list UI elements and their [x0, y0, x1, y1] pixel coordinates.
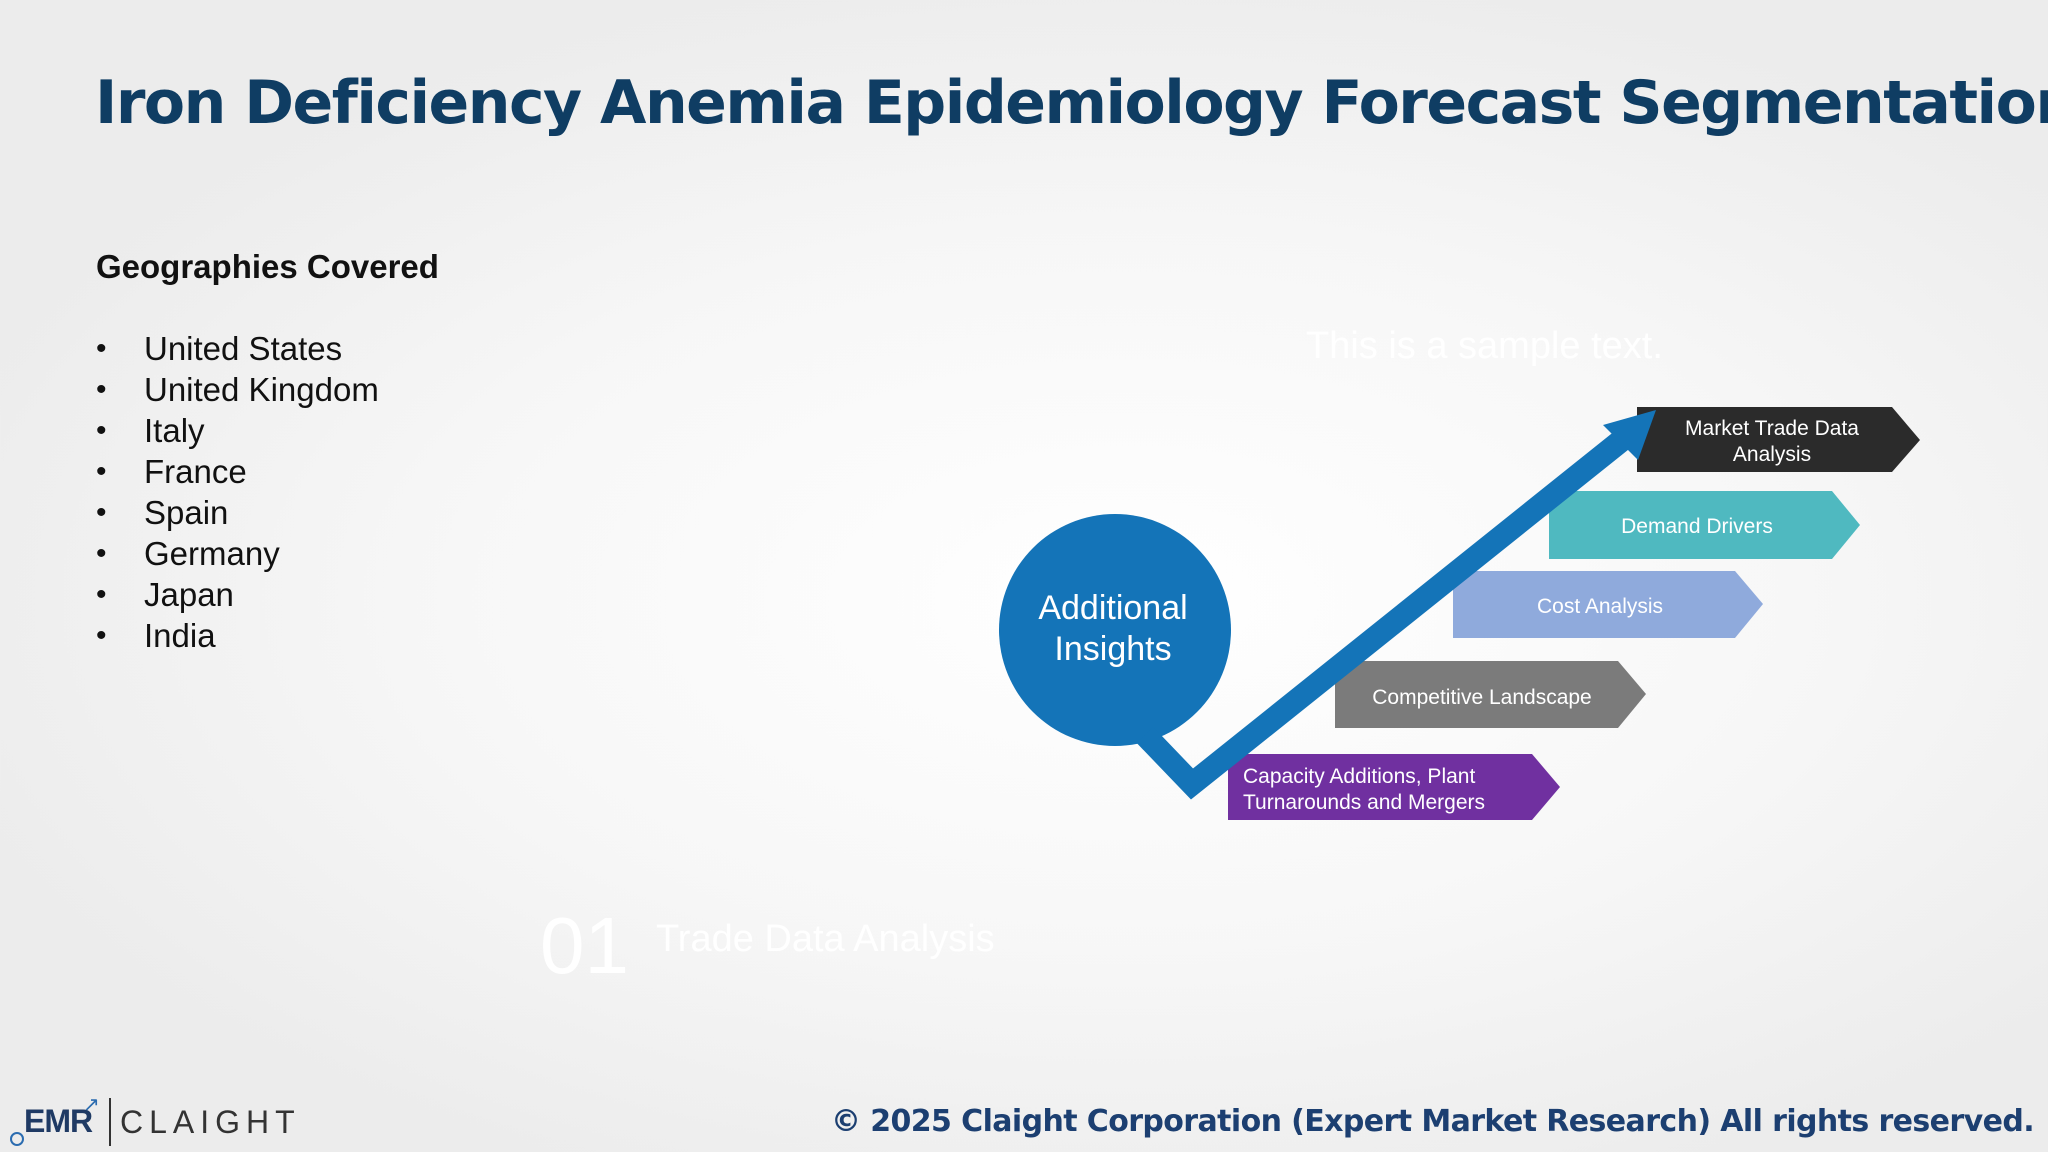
ghost-step-number: 01 — [540, 901, 629, 990]
step-shape-cost — [1453, 571, 1763, 638]
logo-claight-text: CLAIGHT — [120, 1104, 301, 1140]
logo-dot-icon — [10, 1132, 24, 1146]
list-item: Italy — [96, 410, 379, 451]
step-label-market-trade-line2: Analysis — [1733, 443, 1811, 466]
list-item: Japan — [96, 574, 379, 615]
growth-arrow-head — [1603, 410, 1656, 460]
step-shape-competitive — [1335, 661, 1646, 728]
step-label-demand: Demand Drivers — [1621, 515, 1773, 538]
step-label-competitive: Competitive Landscape — [1372, 686, 1591, 709]
list-item: France — [96, 451, 379, 492]
list-item: United Kingdom — [96, 369, 379, 410]
geographies-heading: Geographies Covered — [96, 248, 439, 285]
step-label-market-trade-line1: Market Trade Data — [1685, 417, 1859, 440]
logo-emr-text: EMR — [24, 1103, 93, 1139]
ghost-step-label: Trade Data Analysis — [656, 918, 995, 960]
growth-arrow-line — [1136, 423, 1640, 800]
step-label-cost: Cost Analysis — [1537, 595, 1663, 618]
center-label-line2: Insights — [1054, 630, 1171, 668]
list-item: India — [96, 615, 379, 656]
copyright-footer: © 2025 Claight Corporation (Expert Marke… — [830, 1104, 2035, 1139]
company-logo: EMR ↗ CLAIGHT — [8, 1086, 308, 1152]
page-title: Iron Deficiency Anemia Epidemiology Fore… — [95, 68, 2048, 138]
step-label-capacity-line2: Turnarounds and Mergers — [1243, 791, 1485, 814]
step-shape-demand — [1549, 491, 1860, 559]
list-item: Germany — [96, 533, 379, 574]
list-item: Spain — [96, 492, 379, 533]
center-label-line1: Additional — [1038, 589, 1187, 627]
geographies-list: United States United Kingdom Italy Franc… — [96, 328, 379, 656]
additional-insights-circle — [999, 514, 1231, 746]
step-label-capacity-line1: Capacity Additions, Plant — [1243, 765, 1475, 788]
step-shape-capacity — [1228, 754, 1560, 820]
logo-divider — [109, 1098, 111, 1146]
logo-arrow-icon: ↗ — [83, 1094, 100, 1116]
step-shape-market-trade — [1637, 407, 1920, 472]
list-item: United States — [96, 328, 379, 369]
ghost-sample-text: This is a sample text. — [1306, 325, 1663, 367]
